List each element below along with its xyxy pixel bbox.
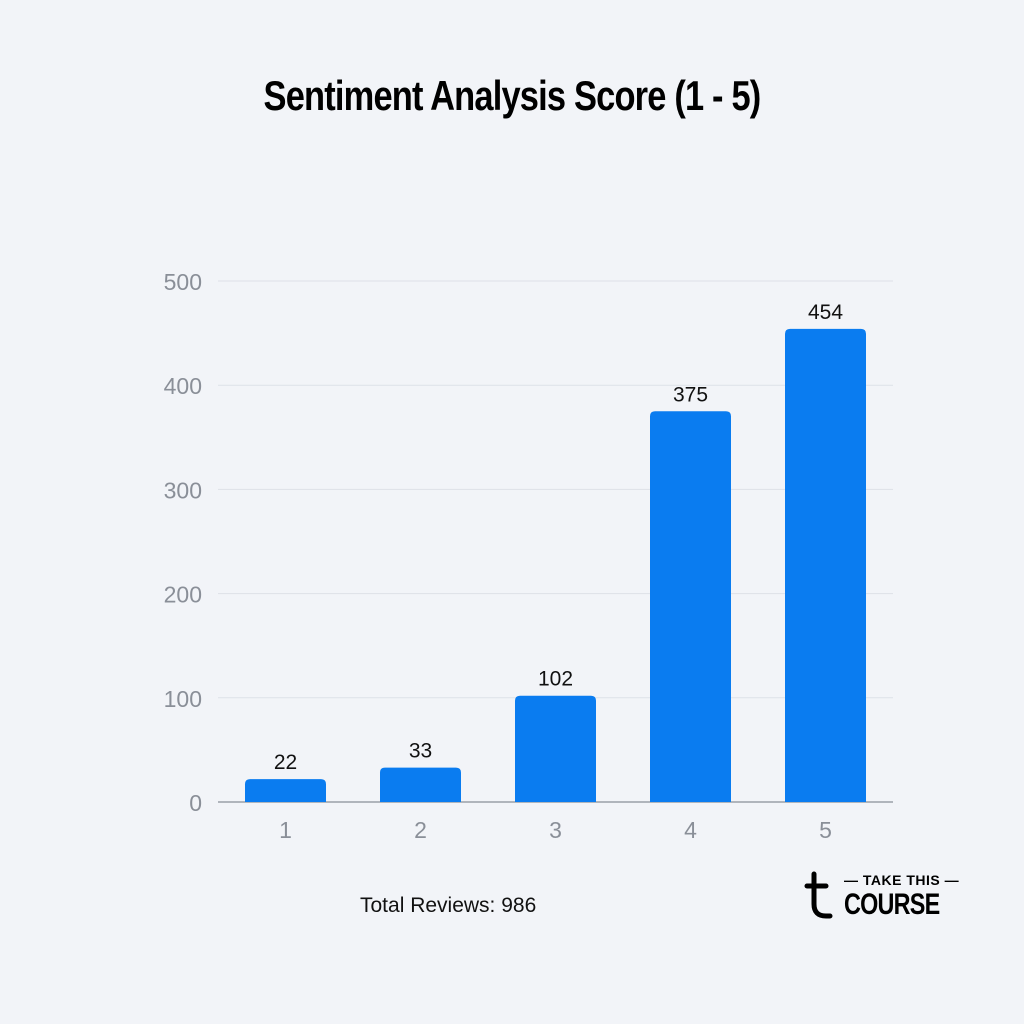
total-reviews-label: Total Reviews: 986: [360, 894, 537, 917]
data-label: 102: [538, 668, 573, 691]
y-tick-label: 500: [164, 269, 202, 295]
data-label: 33: [409, 740, 432, 763]
data-label: 375: [673, 383, 708, 406]
bar: [380, 767, 461, 802]
logo-t-icon: [804, 871, 833, 919]
y-tick-label: 0: [189, 790, 202, 816]
x-tick-label: 5: [819, 817, 832, 843]
y-tick-label: 300: [164, 477, 202, 503]
x-tick-label: 2: [414, 817, 427, 843]
x-tick-label: 1: [279, 817, 292, 843]
chart-title: Sentiment Analysis Score (1 - 5): [263, 72, 762, 119]
bar: [785, 328, 866, 802]
x-tick-label: 3: [549, 817, 562, 843]
logo-line1: — TAKE THIS —: [844, 872, 960, 888]
take-this-course-logo: — TAKE THIS — COURSE: [804, 866, 959, 926]
y-tick-label: 200: [164, 582, 202, 608]
data-label: 454: [808, 301, 843, 324]
bar: [650, 411, 731, 802]
data-label: 22: [274, 751, 297, 774]
bar: [245, 779, 326, 802]
y-tick-label: 400: [164, 373, 202, 399]
y-tick-label: 100: [164, 686, 202, 712]
x-tick-label: 4: [684, 817, 697, 843]
logo-line2: COURSE: [844, 888, 940, 921]
bar: [515, 695, 596, 802]
